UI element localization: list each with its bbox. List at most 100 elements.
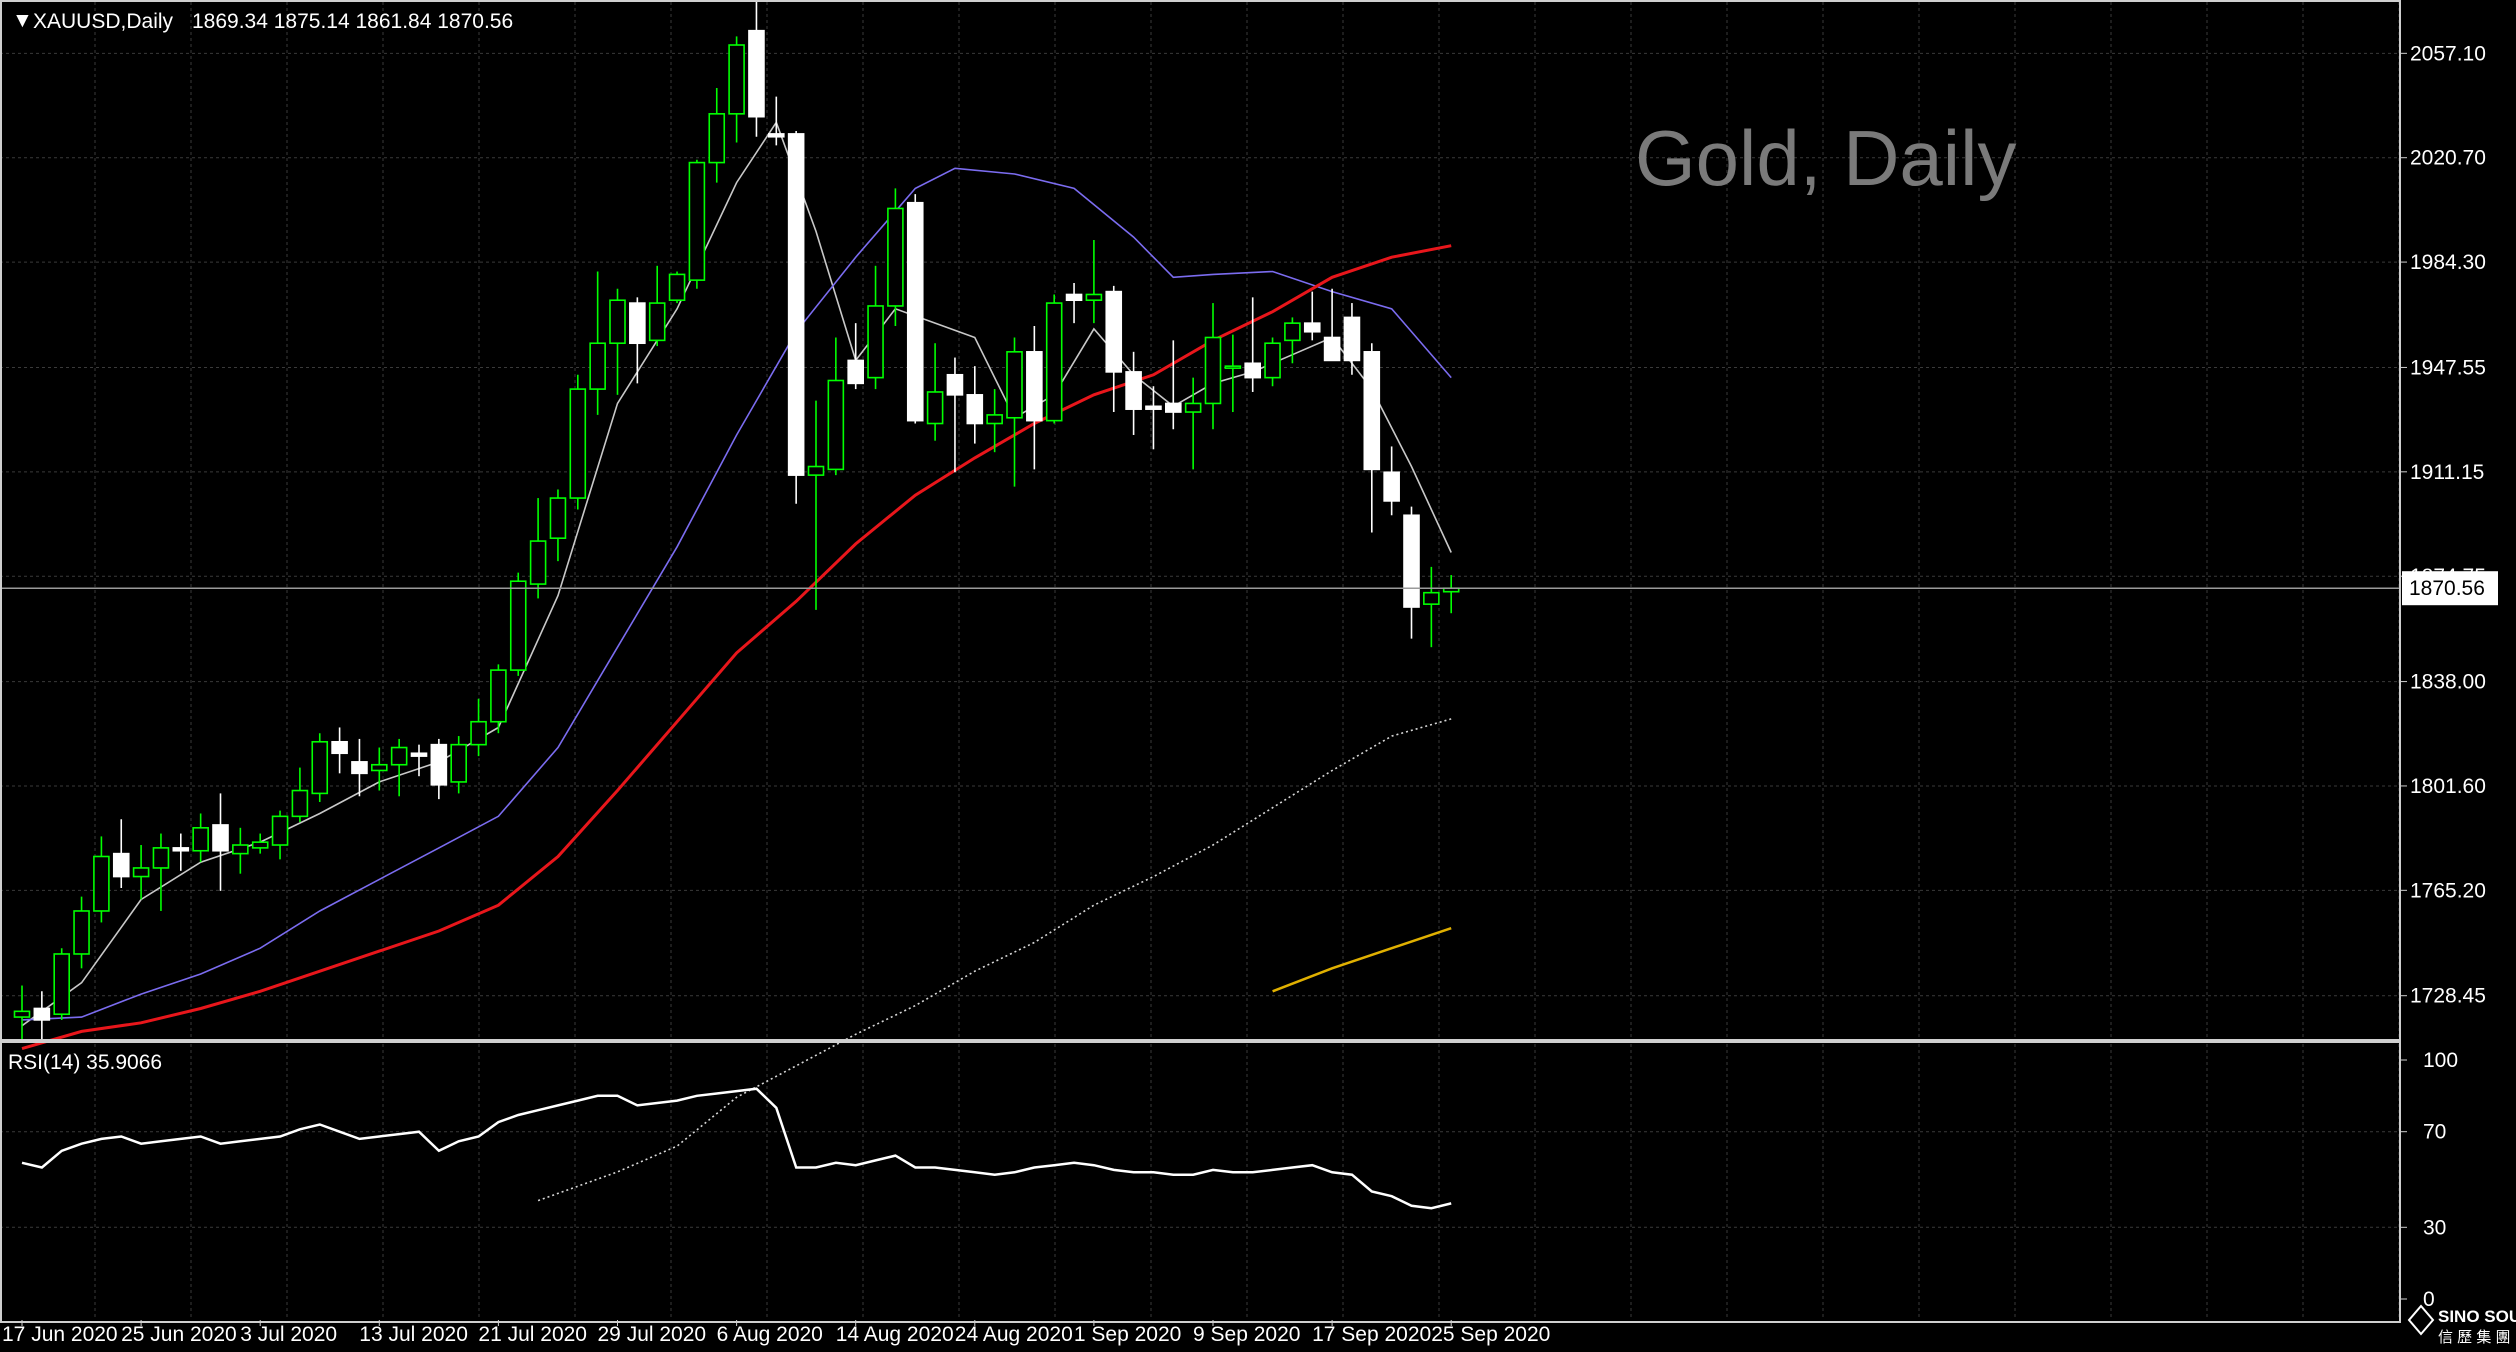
candle-body	[331, 740, 348, 755]
moving-average-line	[21, 167, 1452, 1021]
candle-body	[172, 847, 190, 852]
candle-body	[867, 305, 884, 379]
price-axis: 2057.102020.701984.301947.551911.151874.…	[2400, 42, 2486, 1008]
time-tick-label: 13 Jul 2020	[359, 1323, 468, 1346]
moving-average-line	[537, 718, 1452, 1202]
candle-body	[1383, 471, 1400, 502]
candle-body	[1363, 351, 1381, 471]
rsi-axis: 100 70 30 0	[2400, 1049, 2458, 1311]
candle-body	[629, 302, 646, 345]
candle-body	[212, 824, 229, 852]
candle-body	[1403, 514, 1420, 608]
candle-body	[1264, 342, 1281, 379]
time-tick-label: 25 Sep 2020	[1431, 1323, 1550, 1346]
chart-watermark: Gold, Daily	[1635, 114, 2016, 202]
rsi-pane-frame	[0, 1041, 2401, 1323]
candle-body	[728, 44, 745, 115]
time-axis: 17 Jun 2020 25 Jun 2020 3 Jul 2020 13 Jul 2…	[2, 1320, 1550, 1346]
candle-body	[93, 855, 110, 912]
candle-body	[132, 867, 150, 878]
candle-body	[906, 201, 924, 422]
candle-body	[351, 761, 368, 775]
collapse-arrow-icon[interactable]: ▼	[12, 9, 33, 32]
candle-body	[430, 743, 448, 786]
rsi-line	[21, 1087, 1452, 1210]
candle-body	[370, 763, 388, 772]
candle-body	[509, 580, 527, 671]
time-tick-label: 9 Sep 2020	[1193, 1323, 1300, 1346]
rsi-path	[21, 1087, 1452, 1210]
rsi-tick-label: 100	[2423, 1049, 2458, 1072]
candle-body	[251, 841, 269, 849]
time-tick-label: 14 Aug 2020	[836, 1323, 954, 1346]
price-grid	[0, 2, 2400, 1040]
candle-body	[112, 852, 130, 878]
candle-body	[1284, 322, 1301, 342]
candle-body	[1244, 362, 1261, 379]
candle-body	[390, 746, 408, 766]
candle-body	[33, 1007, 51, 1021]
candle-body	[986, 414, 1003, 425]
candle-body	[1026, 351, 1043, 422]
rsi-tick-label: 30	[2423, 1216, 2446, 1239]
time-tick-label: 17 Jun 2020	[2, 1323, 118, 1346]
logo-text: SINO SOUND	[2438, 1307, 2516, 1326]
candle-body	[1204, 336, 1222, 405]
candle-body	[807, 465, 825, 476]
candle-body	[926, 391, 944, 425]
price-tick-label: 1984.30	[2410, 251, 2486, 274]
rsi-grid	[0, 1044, 2400, 1320]
candle-body	[708, 113, 726, 164]
logo-subtext: 信 歷 集 團	[2438, 1329, 2511, 1346]
candle-body	[1343, 316, 1361, 362]
candle-body	[1423, 591, 1440, 605]
candle-body	[1085, 293, 1103, 302]
candle-body	[1045, 302, 1063, 422]
price-tick-label: 2057.10	[2410, 42, 2486, 65]
candle-body	[966, 394, 984, 425]
candle-body	[609, 299, 626, 345]
time-tick-label: 29 Jul 2020	[598, 1323, 707, 1346]
candle-body	[569, 388, 587, 499]
candle-body	[410, 752, 428, 757]
current-price-tag: 1870.56	[2402, 571, 2498, 606]
candle-body	[1006, 351, 1023, 419]
candles	[13, 2, 1460, 1043]
rsi-label: RSI(14) 35.9066	[8, 1051, 162, 1074]
symbol-label: XAUUSD,Daily	[33, 10, 174, 33]
candle-body	[152, 847, 170, 869]
candle-body	[767, 133, 785, 138]
candle-body	[847, 359, 865, 385]
price-tick-label: 1801.60	[2410, 775, 2486, 798]
candle-body	[946, 373, 964, 396]
time-tick-label: 17 Sep 2020	[1312, 1323, 1431, 1346]
candle-body	[1323, 336, 1341, 362]
candle-body	[232, 844, 249, 855]
sino-sound-logo: SINO SOUND 信 歷 集 團	[2407, 1304, 2516, 1346]
candle-body	[1125, 371, 1142, 410]
candle-body	[192, 827, 209, 852]
candle-body	[648, 302, 666, 342]
candle-body	[450, 743, 468, 783]
rsi-tick-label: 70	[2423, 1121, 2446, 1144]
candle-body	[1224, 365, 1242, 369]
moving-average-line	[1272, 927, 1452, 993]
candle-body	[73, 910, 90, 955]
candle-body	[271, 815, 289, 846]
candle-body	[1145, 405, 1162, 410]
ohlc-values: 1869.34 1875.14 1861.84 1870.56	[192, 10, 513, 33]
time-tick-label: 25 Jun 2020	[121, 1323, 237, 1346]
time-tick-label: 21 Jul 2020	[478, 1323, 587, 1346]
price-tick-label: 1911.15	[2410, 461, 2484, 484]
price-tick-label: 1947.55	[2410, 356, 2486, 379]
current-price-label: 1870.56	[2409, 577, 2485, 600]
candle-body	[1105, 290, 1123, 373]
candle-body	[827, 379, 845, 471]
price-pane-frame	[0, 0, 2401, 1041]
candle-body	[291, 789, 309, 818]
candle-body	[311, 740, 329, 795]
candle-body	[887, 207, 904, 307]
diamond-logo-icon	[2407, 1304, 2435, 1336]
